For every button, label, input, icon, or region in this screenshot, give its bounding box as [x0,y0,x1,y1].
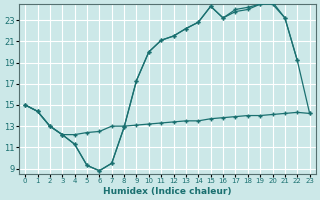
X-axis label: Humidex (Indice chaleur): Humidex (Indice chaleur) [103,187,232,196]
